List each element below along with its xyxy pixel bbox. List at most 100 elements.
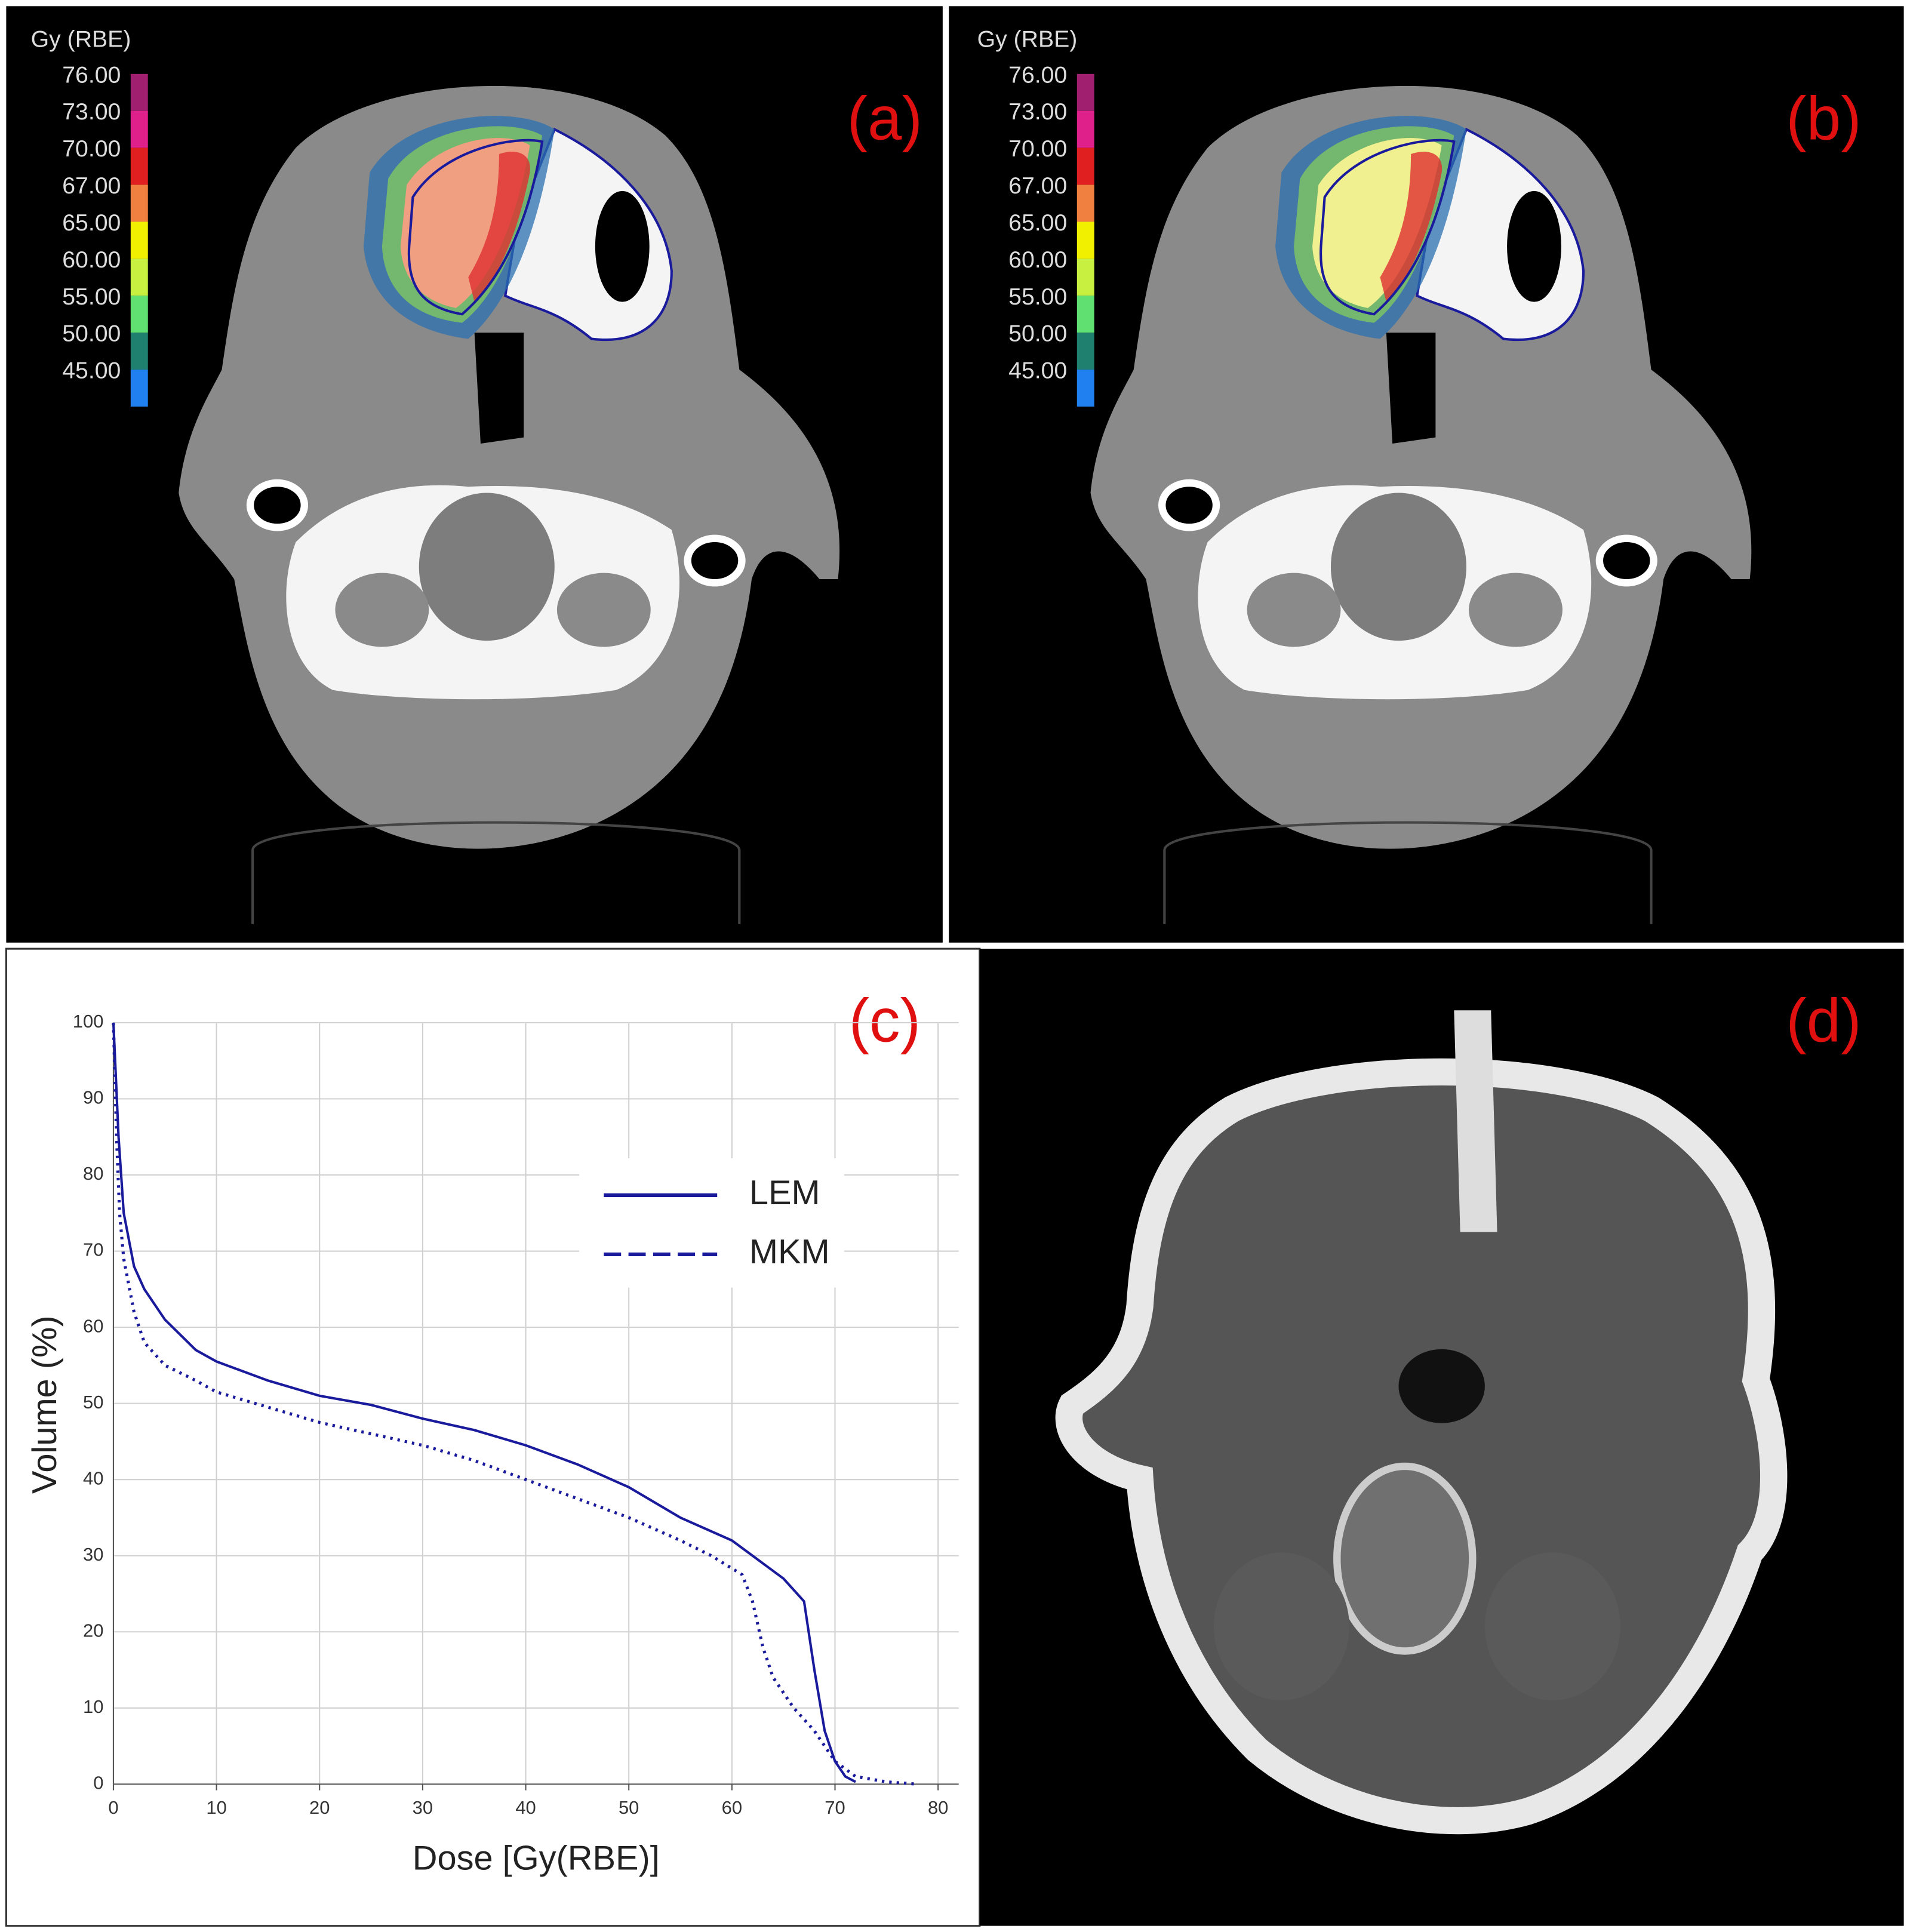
colorbar-label: 67.00 (62, 173, 121, 199)
legend-label: MKM (749, 1233, 830, 1271)
series-line (112, 1022, 856, 1783)
colorbar-swatch (1077, 184, 1094, 222)
colorbar-swatch (130, 110, 148, 148)
ear-canal (1595, 534, 1657, 587)
colorbar-swatch (130, 296, 148, 333)
colorbar-swatch (1077, 73, 1094, 111)
y-tick-label: 100 (73, 1011, 104, 1032)
colorbar-label: 76.00 (62, 62, 121, 88)
y-tick-label: 0 (93, 1773, 103, 1793)
nasopharynx (1398, 1349, 1485, 1423)
condyle (556, 573, 651, 647)
colorbar-label: 73.00 (62, 99, 121, 125)
colorbar-label: 55.00 (62, 284, 121, 310)
spinal-canal (419, 493, 555, 641)
y-tick-label: 40 (83, 1468, 103, 1488)
y-tick-label: 10 (83, 1696, 103, 1717)
colorbar-label: 60.00 (1008, 247, 1067, 273)
colorbar-label: 50.00 (1008, 321, 1067, 347)
dose-hot (1380, 152, 1443, 302)
y-tick-label: 30 (83, 1544, 103, 1565)
y-tick-label: 70 (83, 1239, 103, 1260)
colorbar-label: 65.00 (62, 210, 121, 236)
x-tick-label: 40 (515, 1797, 536, 1818)
colorbar-label: 65.00 (1008, 210, 1067, 236)
y-tick-label: 20 (83, 1620, 103, 1641)
sinus (595, 190, 650, 302)
x-tick-label: 30 (413, 1797, 433, 1818)
colorbar-swatch (130, 73, 148, 111)
colorbar-swatch (1077, 370, 1094, 407)
colorbar-swatch (1077, 333, 1094, 370)
y-tick-label: 90 (83, 1087, 103, 1108)
ptv-contour (1320, 139, 1456, 316)
colorbar-label: 76.00 (1008, 62, 1067, 88)
series-line (112, 1022, 918, 1786)
x-tick-label: 0 (108, 1797, 118, 1818)
colorbar-swatch (130, 370, 148, 407)
panel-label: (c) (849, 986, 921, 1054)
colorbar-swatch (1077, 110, 1094, 148)
colorbar-label: 67.00 (1008, 173, 1067, 199)
colorbar-swatch (130, 184, 148, 222)
spinal-canal (1330, 493, 1466, 641)
colorbar-title: Gy (RBE) (977, 26, 1078, 52)
y-tick-label: 60 (83, 1315, 103, 1336)
x-tick-label: 10 (206, 1797, 226, 1818)
colorbar-swatch (130, 259, 148, 296)
cerebellum (1484, 1552, 1620, 1701)
brainstem (1333, 1462, 1477, 1655)
ear-canal (684, 534, 746, 587)
x-tick-label: 20 (309, 1797, 330, 1818)
ct-image (1090, 85, 1752, 924)
colorbar-label: 45.00 (62, 358, 121, 384)
mri-image (1055, 1010, 1788, 1835)
dose-inner (1312, 138, 1442, 308)
cerebellum (1213, 1552, 1349, 1701)
legend-label: LEM (749, 1174, 820, 1212)
colorbar-label: 55.00 (1008, 284, 1067, 310)
colorbar-swatch (1077, 296, 1094, 333)
colorbar-swatch (1077, 147, 1094, 185)
airway (1386, 333, 1436, 444)
nasal-septum (1454, 1010, 1497, 1232)
x-tick-label: 50 (619, 1797, 639, 1818)
ptv-contour (407, 139, 544, 316)
panel-c (5, 947, 981, 1927)
colorbar-label: 70.00 (1008, 136, 1067, 162)
x-tick-label: 60 (722, 1797, 742, 1818)
x-tick-label: 70 (825, 1797, 845, 1818)
condyle (335, 573, 429, 647)
airway (474, 333, 524, 444)
colorbar-label: 50.00 (62, 321, 121, 347)
x-axis-label: Dose [Gy(RBE)] (413, 1839, 660, 1878)
ear-canal (1158, 479, 1220, 531)
ear-canal (246, 479, 309, 531)
couch (251, 821, 741, 924)
colorbar-swatch (1077, 259, 1094, 296)
panel-label: (b) (1786, 84, 1861, 153)
condyle (1469, 573, 1563, 647)
condyle (1247, 573, 1341, 647)
dose-inner (400, 138, 530, 308)
colorbar-label: 73.00 (1008, 99, 1067, 125)
y-tick-label: 80 (83, 1163, 103, 1184)
sinus (1507, 190, 1561, 302)
panel-label: (d) (1786, 986, 1861, 1054)
colorbar-label: 45.00 (1008, 358, 1067, 384)
colorbar-title: Gy (RBE) (31, 26, 131, 52)
x-tick-label: 80 (928, 1797, 948, 1818)
colorbar-swatch (130, 221, 148, 259)
legend-box (579, 1158, 844, 1288)
colorbar-swatch (1077, 221, 1094, 259)
colorbar-swatch (130, 333, 148, 370)
couch (1163, 821, 1653, 924)
dose-hot (468, 152, 530, 302)
colorbar-swatch (130, 147, 148, 185)
y-tick-label: 50 (83, 1392, 103, 1413)
colorbar-label: 70.00 (62, 136, 121, 162)
y-axis-label: Volume (%) (26, 1315, 64, 1494)
ct-image (179, 85, 840, 924)
